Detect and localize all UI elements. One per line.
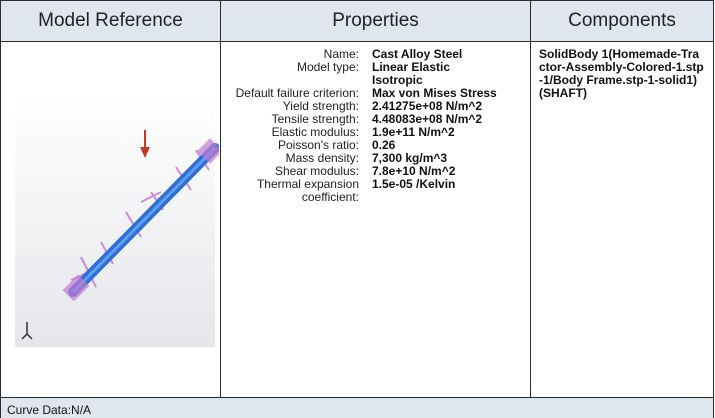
- property-row: Model type:Linear Elastic Isotropic: [231, 61, 502, 87]
- curve-data: Curve Data:N/A: [1, 398, 714, 418]
- model-image: [1, 42, 219, 392]
- components-cell: SolidBody 1(Homemade-Tractor-Assembly-Co…: [531, 42, 714, 398]
- page: Model Reference Properties Components: [0, 0, 715, 418]
- property-row: Poisson's ratio:0.26: [231, 139, 502, 152]
- property-value: Linear Elastic Isotropic: [372, 61, 502, 87]
- header-components: Components: [531, 1, 714, 42]
- property-value: 1.5e-05 /Kelvin: [372, 178, 502, 204]
- components-text: SolidBody 1(Homemade-Tractor-Assembly-Co…: [539, 48, 705, 100]
- header-model-reference: Model Reference: [1, 1, 221, 42]
- header-properties: Properties: [221, 1, 531, 42]
- property-row: Mass density:7,300 kg/m^3: [231, 152, 502, 165]
- report-table: Model Reference Properties Components: [0, 0, 714, 418]
- model-cell: [1, 42, 221, 398]
- property-name: Thermal expansion coefficient:: [231, 178, 372, 204]
- property-row: Elastic modulus:1.9e+11 N/m^2: [231, 126, 502, 139]
- property-name: Model type:: [231, 61, 372, 87]
- property-row: Name:Cast Alloy Steel: [231, 48, 502, 61]
- property-row: Thermal expansion coefficient:1.5e-05 /K…: [231, 178, 502, 204]
